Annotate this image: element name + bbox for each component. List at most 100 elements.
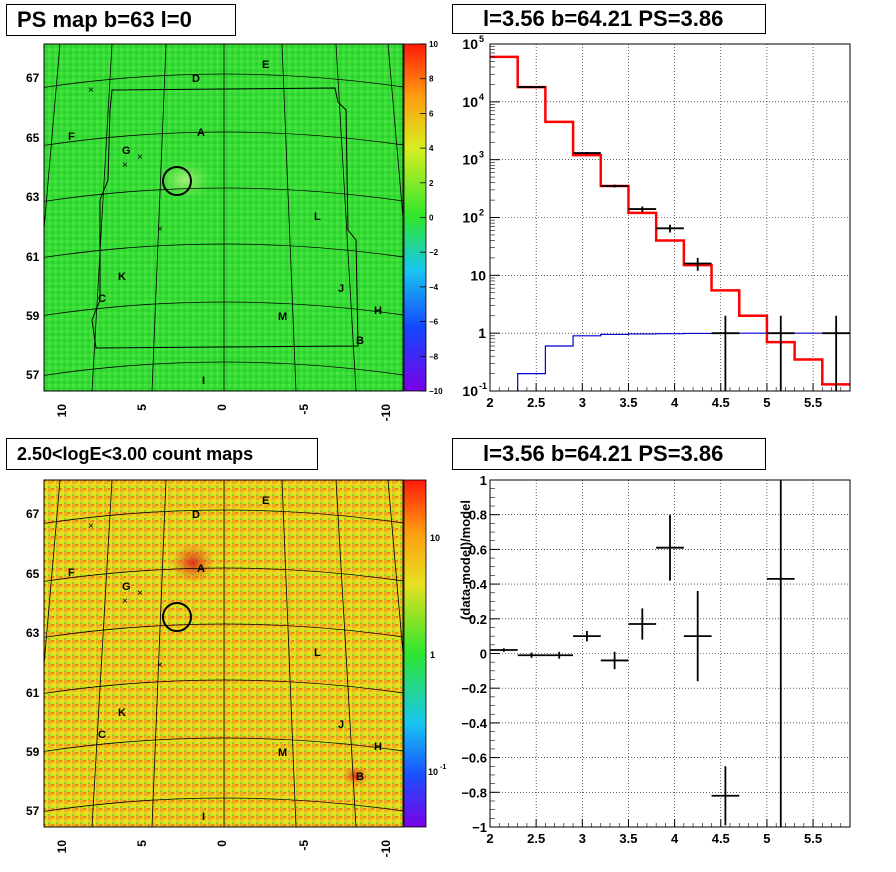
lon-line bbox=[91, 44, 113, 391]
residual-panel: 2 2.5 3 3.5 4 4.5 5 5.5 −1 −0.8 −0.6 −0.4 −0.2 0 0.2 0.… bbox=[458, 473, 851, 846]
lat-tick-57: 57 bbox=[26, 804, 40, 818]
ps-map-excess bbox=[157, 160, 213, 200]
count-map-cbar-exponent: -1 bbox=[440, 764, 446, 771]
lat-line bbox=[44, 567, 403, 582]
lon-tick--10: -10 bbox=[379, 404, 393, 422]
residual-y-tick-7: 0.4 bbox=[469, 577, 488, 592]
ps-map-marker-x2: × bbox=[137, 152, 143, 163]
ps-map-cbar-tick-7: −4 bbox=[429, 283, 439, 292]
residual-data-point-2 bbox=[545, 651, 574, 659]
lon-line bbox=[387, 44, 403, 223]
source-label-H: H bbox=[374, 305, 382, 317]
residual-x-tick-2.5: 2.5 bbox=[527, 831, 545, 846]
residual-x-tick-4: 4 bbox=[671, 831, 679, 846]
count-map-cbar-tick-0.1: 10 bbox=[428, 767, 438, 777]
spectrum-y-tick-exp-2: 2 bbox=[479, 208, 484, 218]
spectrum-x-tick-5: 5 bbox=[763, 395, 770, 410]
lat-line bbox=[44, 509, 403, 524]
spectrum-data-point-8 bbox=[822, 315, 850, 391]
residual-x-tick-3.5: 3.5 bbox=[619, 831, 637, 846]
count-map-cbar-tick-1: 1 bbox=[430, 650, 435, 660]
residual-title: l=3.56 b=64.21 PS=3.86 bbox=[452, 438, 766, 470]
spectrum-x-tick-3: 3 bbox=[579, 395, 586, 410]
lat-line bbox=[44, 131, 403, 146]
ps-map-panel: × × × × D E A F G L KC J H M B I 67 65 63 61 59 57 10 5 0 -… bbox=[26, 40, 443, 422]
residual-x-tick-2: 2 bbox=[486, 831, 493, 846]
spectrum-x-tick-3.5: 3.5 bbox=[619, 395, 637, 410]
svg-text:×: × bbox=[157, 660, 163, 671]
spectrum-title-text: l=3.56 b=64.21 PS=3.86 bbox=[483, 6, 724, 31]
lat-tick-63: 63 bbox=[26, 190, 40, 204]
source-label-A: A bbox=[197, 563, 205, 575]
ps-map-title: PS map b=63 l=0 bbox=[6, 4, 236, 36]
ps-map-marker-x1: × bbox=[88, 85, 94, 96]
spectrum-data-point-6 bbox=[711, 315, 740, 391]
count-map-colorbar bbox=[404, 480, 426, 827]
ps-map-cbar-tick-5: 0 bbox=[429, 214, 434, 223]
source-label-C: C bbox=[98, 729, 106, 741]
lat-line bbox=[44, 73, 403, 88]
spectrum-y-tick--1: 10 bbox=[462, 383, 478, 399]
residual-y-tick-1: −0.8 bbox=[461, 785, 487, 800]
lat-line bbox=[44, 361, 403, 376]
lon-line bbox=[387, 480, 403, 659]
lat-tick-57: 57 bbox=[26, 368, 40, 382]
source-label-J: J bbox=[338, 283, 344, 295]
lat-tick-59: 59 bbox=[26, 745, 40, 759]
svg-text:×: × bbox=[88, 521, 94, 532]
count-map-title-text: 2.50<logE<3.00 count maps bbox=[17, 443, 254, 464]
lat-tick-65: 65 bbox=[26, 131, 40, 145]
spectrum-x-tick-2.5: 2.5 bbox=[527, 395, 545, 410]
source-label-L: L bbox=[314, 211, 321, 223]
spectrum-x-tick-5.5: 5.5 bbox=[804, 395, 822, 410]
lon-tick-5: 5 bbox=[135, 404, 149, 411]
lon-line bbox=[335, 44, 357, 391]
lon-line bbox=[151, 480, 167, 827]
source-label-K: K bbox=[118, 707, 126, 719]
lat-line bbox=[44, 737, 403, 752]
lon-tick--10: -10 bbox=[379, 840, 393, 858]
spectrum-data-point-7 bbox=[766, 315, 795, 391]
residual-y-tick-3: −0.4 bbox=[461, 716, 487, 731]
count-map-colorbar-ticks: 10 1 10 -1 bbox=[428, 533, 446, 777]
source-label-M: M bbox=[278, 747, 287, 759]
residual-y-tick-0: −1 bbox=[472, 820, 487, 835]
count-map-source-labels: D E A F G L KC J H M B I bbox=[68, 495, 382, 823]
ps-map-marker-x4: × bbox=[157, 224, 163, 235]
lat-line bbox=[40, 856, 410, 870]
count-map-lat-ticks: 67 65 63 61 59 57 bbox=[26, 507, 40, 818]
lon-tick-5: 5 bbox=[135, 840, 149, 847]
spectrum-y-tick-3: 10 bbox=[462, 152, 478, 168]
residual-x-tick-3: 3 bbox=[579, 831, 586, 846]
ps-map-source-circle bbox=[162, 166, 192, 196]
lat-line bbox=[44, 243, 403, 258]
lon-tick-0: 0 bbox=[215, 840, 229, 847]
ps-map-cbar-tick-0: 10 bbox=[429, 40, 438, 49]
svg-text:×: × bbox=[137, 588, 143, 599]
lat-line bbox=[44, 187, 403, 202]
ps-map-lat-ticks: 67 65 63 61 59 57 bbox=[26, 71, 40, 382]
source-label-M: M bbox=[278, 311, 287, 323]
lat-line bbox=[44, 301, 403, 316]
source-label-D: D bbox=[192, 73, 200, 85]
residual-y-tick-8: 0.6 bbox=[469, 542, 487, 557]
source-label-I: I bbox=[202, 375, 205, 387]
lon-line bbox=[335, 480, 357, 827]
spectrum-data-point-5 bbox=[683, 257, 712, 271]
ps-map-cbar-tick-1: 8 bbox=[429, 75, 434, 84]
residual-y-tick-6: 0.2 bbox=[469, 612, 487, 627]
spectrum-data-point-1 bbox=[573, 151, 601, 155]
source-label-G: G bbox=[122, 145, 131, 157]
spectrum-model-line bbox=[490, 55, 850, 386]
ps-map-title-text: PS map b=63 l=0 bbox=[17, 7, 192, 32]
spectrum-y-tick-5: 10 bbox=[462, 36, 478, 52]
lon-line bbox=[281, 480, 297, 827]
spectrum-y-tick-1: 10 bbox=[470, 267, 486, 283]
source-label-E: E bbox=[262, 495, 269, 507]
count-map-title: 2.50<logE<3.00 count maps bbox=[6, 438, 318, 470]
ps-map-lon-ticks: 10 5 0 -5 -10 bbox=[55, 404, 393, 422]
lon-tick-10: 10 bbox=[55, 840, 69, 854]
lon-line bbox=[44, 44, 61, 234]
